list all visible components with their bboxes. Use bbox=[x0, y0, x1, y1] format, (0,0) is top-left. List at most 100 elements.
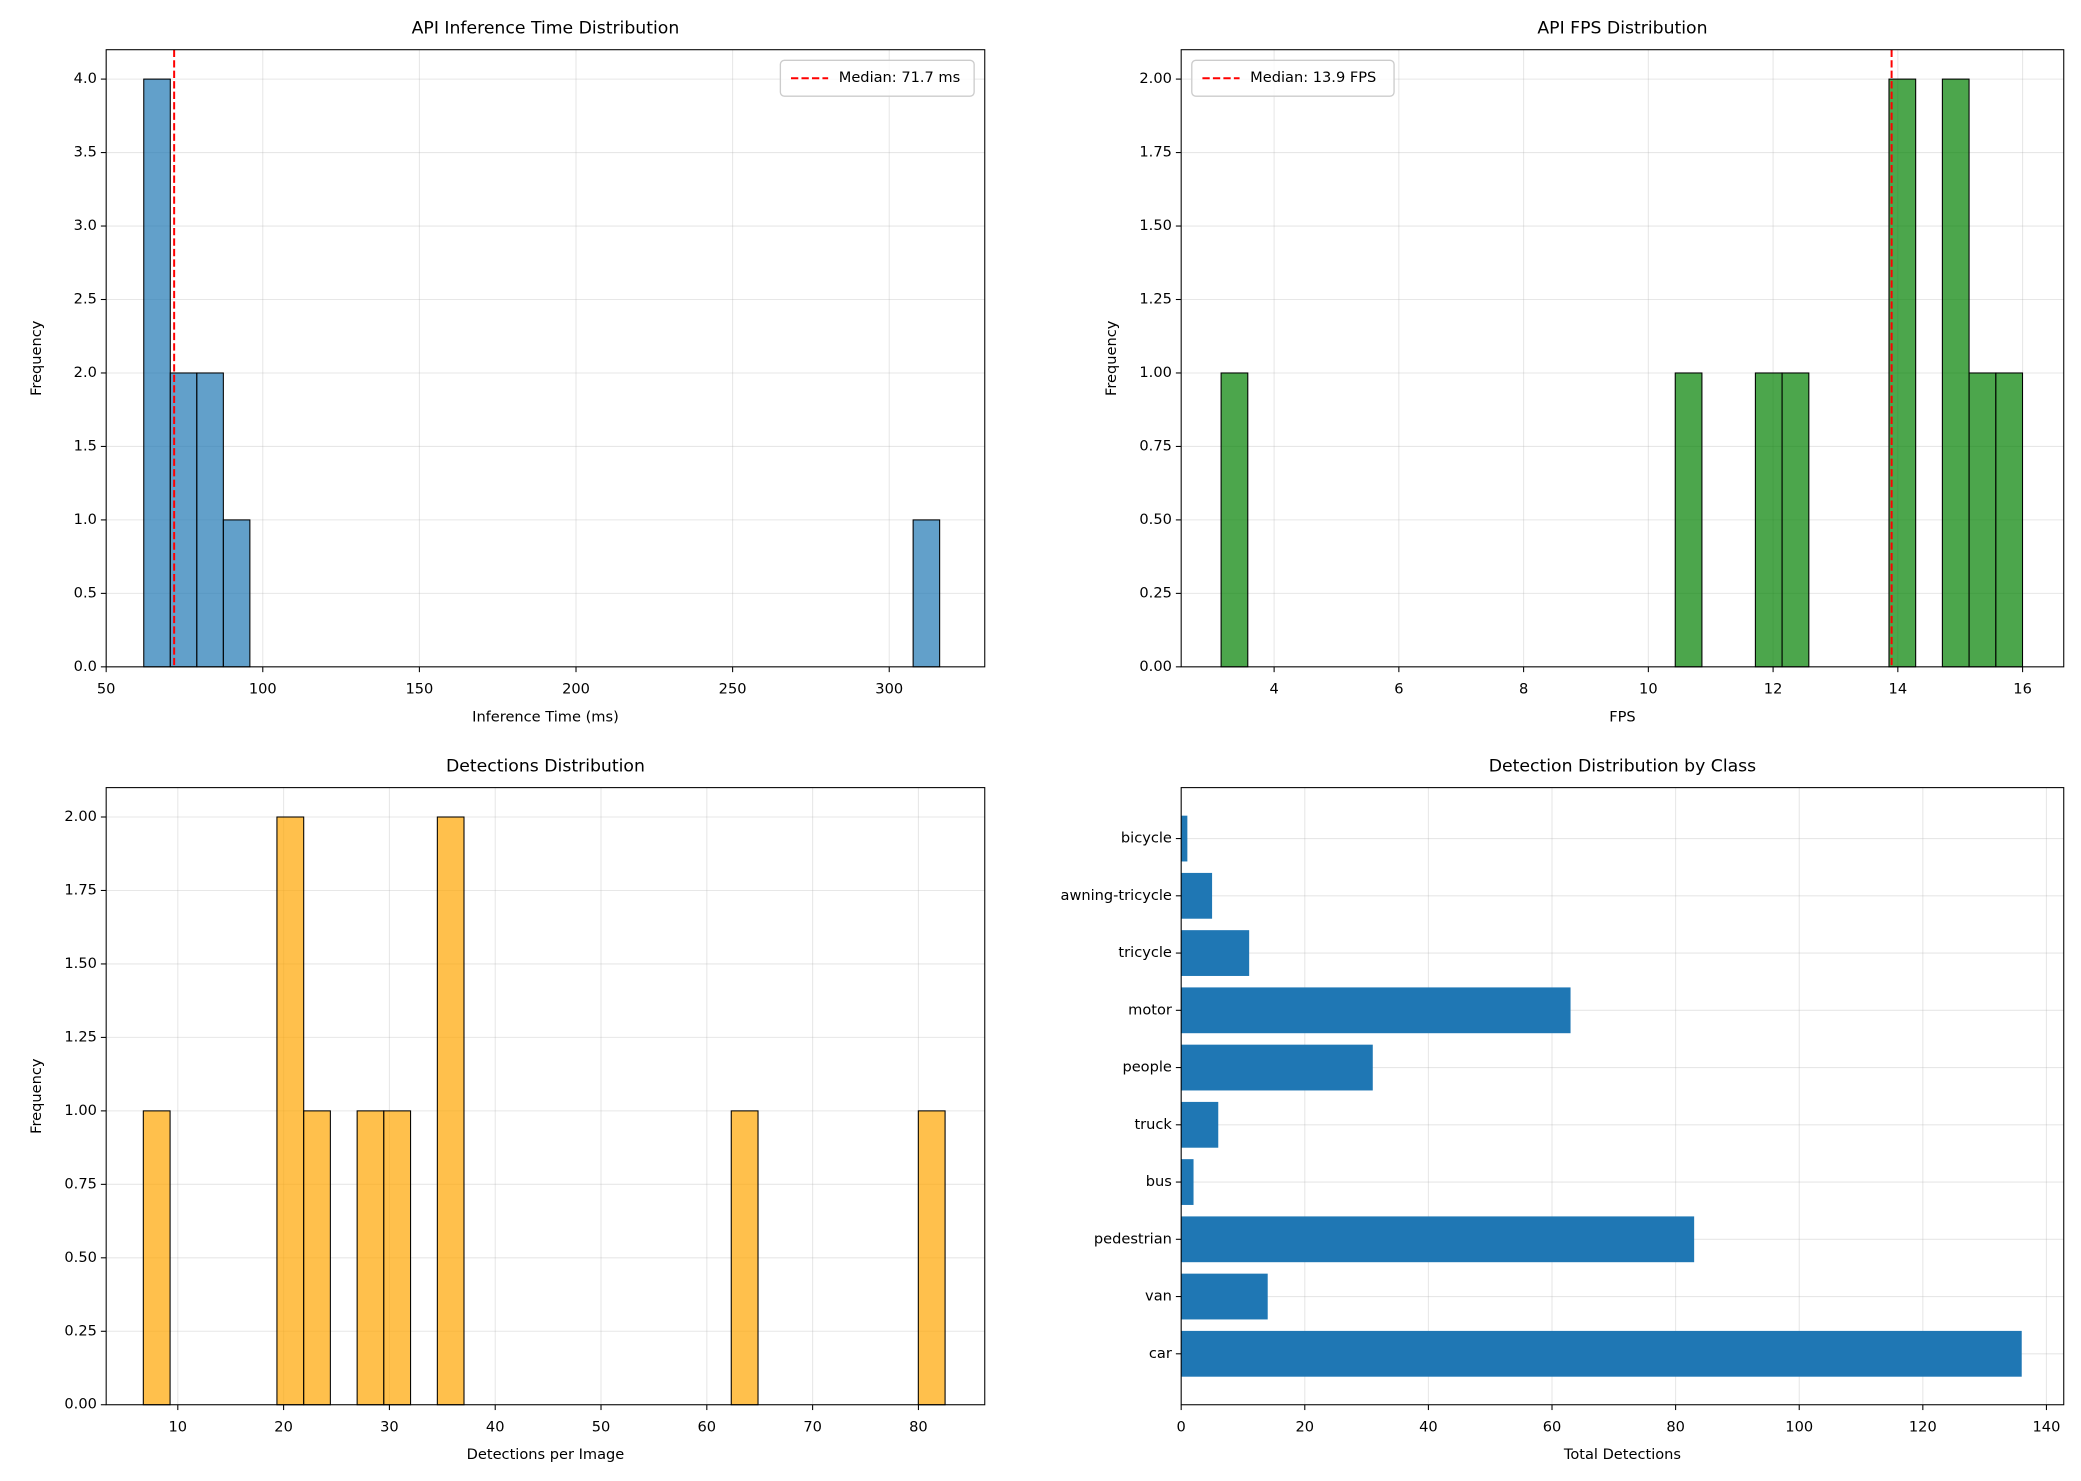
histogram-bar bbox=[303, 1110, 331, 1406]
x-tick-label: 250 bbox=[719, 680, 747, 697]
bar bbox=[1181, 1101, 1219, 1148]
bar bbox=[1181, 1044, 1373, 1091]
chart-title: API Inference Time Distribution bbox=[412, 18, 680, 38]
x-tick-label: 50 bbox=[97, 680, 116, 697]
histogram-bar bbox=[356, 1110, 385, 1406]
x-tick-label: 8 bbox=[1519, 680, 1528, 697]
y-tick-label: pedestrian bbox=[1094, 1230, 1172, 1247]
y-tick-label: 2.5 bbox=[74, 291, 97, 308]
y-tick-label: 0.00 bbox=[1139, 658, 1171, 675]
x-tick-label: 150 bbox=[405, 680, 433, 697]
x-tick-label: 12 bbox=[1764, 680, 1783, 697]
chart-title: API FPS Distribution bbox=[1537, 18, 1707, 38]
y-tick-label: 1.5 bbox=[74, 437, 97, 454]
y-tick-label: truck bbox=[1134, 1116, 1172, 1133]
bar bbox=[1181, 930, 1250, 976]
histogram-bar bbox=[383, 1110, 412, 1406]
histogram-bar bbox=[222, 519, 251, 668]
x-tick-label: 140 bbox=[2033, 1418, 2061, 1435]
plot-frame bbox=[105, 49, 986, 668]
histogram-bar bbox=[142, 1110, 171, 1406]
y-tick-label: bicycle bbox=[1121, 830, 1172, 847]
bar bbox=[1181, 1273, 1268, 1320]
y-tick-label: tricycle bbox=[1118, 944, 1171, 961]
bar bbox=[1181, 1330, 2022, 1377]
y-tick-label: 0.50 bbox=[1139, 511, 1171, 528]
y-axis-label: Frequency bbox=[28, 1058, 45, 1134]
x-tick-label: 16 bbox=[2013, 680, 2032, 697]
background bbox=[0, 3, 2081, 1478]
bar bbox=[1181, 872, 1213, 919]
y-tick-label: people bbox=[1122, 1059, 1171, 1076]
legend-label: Median: 13.9 FPS bbox=[1250, 69, 1376, 86]
y-tick-label: 1.25 bbox=[64, 1028, 96, 1045]
x-tick-label: 40 bbox=[1419, 1418, 1438, 1435]
y-tick-label: 1.50 bbox=[1139, 217, 1171, 234]
y-tick-label: 1.25 bbox=[1139, 291, 1171, 308]
y-tick-label: car bbox=[1149, 1345, 1172, 1362]
x-tick-label: 50 bbox=[592, 1418, 611, 1435]
chart-title: Detection Distribution by Class bbox=[1489, 756, 1756, 776]
y-tick-label: awning-tricycle bbox=[1061, 887, 1172, 904]
bar bbox=[1181, 815, 1188, 862]
y-tick-label: 0.75 bbox=[1139, 437, 1171, 454]
y-tick-label: 1.0 bbox=[74, 511, 97, 528]
histogram-bar bbox=[1674, 372, 1703, 668]
histogram-bar bbox=[912, 519, 941, 668]
x-tick-label: 80 bbox=[1666, 1418, 1685, 1435]
y-tick-label: 0.25 bbox=[1139, 584, 1171, 601]
y-tick-label: 1.00 bbox=[64, 1102, 96, 1119]
x-tick-label: 80 bbox=[909, 1418, 928, 1435]
y-axis-label: Frequency bbox=[1103, 320, 1120, 396]
x-tick-label: 6 bbox=[1394, 680, 1403, 697]
y-tick-label: van bbox=[1145, 1288, 1172, 1305]
histogram-bar bbox=[143, 78, 171, 668]
x-axis-label: Inference Time (ms) bbox=[472, 708, 619, 725]
y-tick-label: 0.00 bbox=[64, 1396, 96, 1413]
x-tick-label: 60 bbox=[698, 1418, 717, 1435]
x-tick-label: 60 bbox=[1543, 1418, 1562, 1435]
x-axis-label: Total Detections bbox=[1563, 1446, 1681, 1463]
y-tick-label: 3.5 bbox=[74, 144, 97, 161]
y-tick-label: 3.0 bbox=[74, 217, 97, 234]
x-tick-label: 40 bbox=[486, 1418, 505, 1435]
x-tick-label: 20 bbox=[274, 1418, 293, 1435]
histogram-bar bbox=[1781, 372, 1810, 668]
x-axis-label: Detections per Image bbox=[467, 1446, 625, 1463]
x-tick-label: 120 bbox=[1909, 1418, 1937, 1435]
histogram-bar bbox=[436, 816, 465, 1406]
plot-frame bbox=[105, 787, 986, 1406]
y-tick-label: 2.00 bbox=[1139, 70, 1171, 87]
y-tick-label: 1.75 bbox=[64, 881, 96, 898]
histogram-bar bbox=[1995, 372, 2024, 668]
x-tick-label: 0 bbox=[1177, 1418, 1186, 1435]
legend-label: Median: 71.7 ms bbox=[839, 69, 960, 86]
histogram-bar bbox=[1888, 78, 1917, 668]
legend-box bbox=[1191, 59, 1395, 97]
legend-box bbox=[779, 59, 975, 97]
x-axis-label: FPS bbox=[1609, 708, 1635, 725]
histogram-bar bbox=[1941, 78, 1970, 668]
histogram-bar bbox=[196, 372, 224, 668]
y-tick-label: bus bbox=[1146, 1173, 1172, 1190]
x-tick-label: 70 bbox=[803, 1418, 822, 1435]
histogram-bar bbox=[917, 1110, 946, 1406]
histogram-bar bbox=[730, 1110, 759, 1406]
y-tick-label: 1.75 bbox=[1139, 144, 1171, 161]
bar bbox=[1181, 1216, 1695, 1263]
y-tick-label: 1.00 bbox=[1139, 364, 1171, 381]
y-tick-label: 0.5 bbox=[74, 584, 97, 601]
y-tick-label: 0.75 bbox=[64, 1175, 96, 1192]
x-tick-label: 10 bbox=[1639, 680, 1658, 697]
y-tick-label: 1.50 bbox=[64, 955, 96, 972]
y-tick-label: 0.0 bbox=[74, 658, 97, 675]
histogram-bar bbox=[1754, 372, 1783, 668]
x-tick-label: 200 bbox=[562, 680, 590, 697]
x-tick-label: 100 bbox=[249, 680, 277, 697]
bar bbox=[1181, 1159, 1194, 1205]
histogram-bar bbox=[1968, 372, 1997, 668]
x-tick-label: 4 bbox=[1269, 680, 1278, 697]
chart-title: Detections Distribution bbox=[446, 756, 645, 776]
histogram-bar bbox=[1220, 372, 1249, 668]
